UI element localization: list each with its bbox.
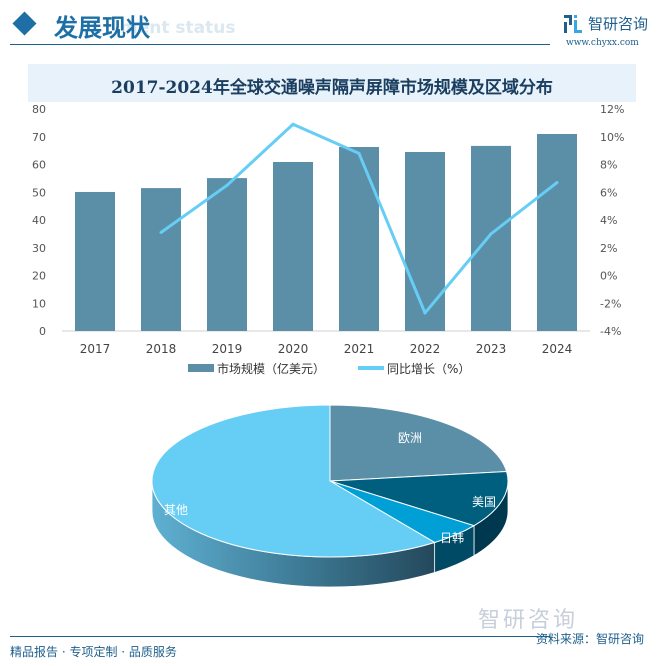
brand-name: 智研咨询 (588, 15, 649, 33)
growth-line (160, 122, 558, 315)
x-tick-label: 2021 (344, 342, 375, 356)
bar-2022 (405, 152, 445, 331)
y-left-tick-label: 10 (32, 297, 46, 310)
y-right-tick-label: 10% (600, 131, 624, 144)
legend-bar-swatch (188, 364, 214, 372)
bar-2023 (471, 145, 511, 331)
chart-title: 2017-2024年全球交通噪声隔声屏障市场规模及区域分布 (111, 78, 553, 98)
pie-slice-其他 (151, 404, 436, 558)
y-left-tick-label: 70 (32, 131, 46, 144)
y-right-tick-label: 2% (600, 242, 617, 255)
header-title: 发展现状 (54, 14, 150, 42)
footer-logo: 智研咨询 (478, 608, 579, 633)
x-tick-label: 2020 (278, 342, 309, 356)
y-left-tick-label: 30 (32, 242, 46, 255)
legend-line-label: 同比增长（%） (387, 362, 470, 376)
pie-slice-欧洲 (329, 404, 508, 482)
legend-bar-label: 市场规模（亿美元） (217, 361, 325, 376)
bar-2024 (537, 133, 577, 331)
x-tick-label: 2019 (212, 342, 243, 356)
bar-2017 (75, 191, 115, 331)
bar-2018 (141, 188, 181, 331)
x-tick-label: 2024 (542, 342, 573, 356)
y-left-tick-label: 60 (32, 159, 46, 172)
y-left-tick-label: 20 (32, 270, 46, 283)
x-tick-label: 2017 (80, 342, 111, 356)
y-left-tick-label: 80 (32, 103, 46, 116)
y-right-tick-label: -4% (600, 325, 621, 338)
pie-label: 其他 (164, 503, 188, 517)
chart-title-box: 2017-2024年全球交通噪声隔声屏障市场规模及区域分布 (28, 64, 636, 102)
header-divider (10, 44, 550, 45)
y-left-tick-label: 50 (32, 186, 46, 199)
combo-chart: 0 10 20 30 40 50 60 70 80 -4% -2% 0% 2% 4% 6% 8% 10% 12% 2… (32, 103, 624, 376)
brand-logo-icon (564, 15, 582, 33)
y-left-tick-label: 0 (39, 325, 46, 338)
brand-url: www.chyxx.com (566, 38, 639, 48)
bar-2019 (207, 178, 247, 331)
x-tick-label: 2023 (476, 342, 507, 356)
y-right-tick-label: 0% (600, 270, 617, 283)
bar-2020 (273, 162, 313, 331)
bar-2021 (339, 147, 379, 331)
y-right-tick-label: 12% (600, 103, 624, 116)
x-tick-label: 2022 (410, 342, 441, 356)
pie-label: 美国 (472, 495, 496, 509)
footer-divider (10, 636, 550, 637)
footer-tagline: 精品报告 · 专项定制 · 品质服务 (10, 645, 177, 659)
y-right-tick-label: 4% (600, 214, 617, 227)
y-left-tick-label: 40 (32, 214, 46, 227)
y-right-tick-label: -2% (600, 297, 621, 310)
legend-line-swatch (358, 366, 384, 370)
x-tick-label: 2018 (146, 342, 177, 356)
source-note: 资料来源：智研咨询 (536, 632, 645, 646)
pie-label: 欧洲 (398, 431, 422, 445)
y-right-tick-label: 6% (600, 186, 617, 199)
pie-slice-美国 (329, 470, 509, 527)
y-right-tick-label: 8% (600, 159, 617, 172)
pie-label: 日韩 (440, 530, 464, 545)
header-subtitle-en: ment status (120, 18, 236, 38)
